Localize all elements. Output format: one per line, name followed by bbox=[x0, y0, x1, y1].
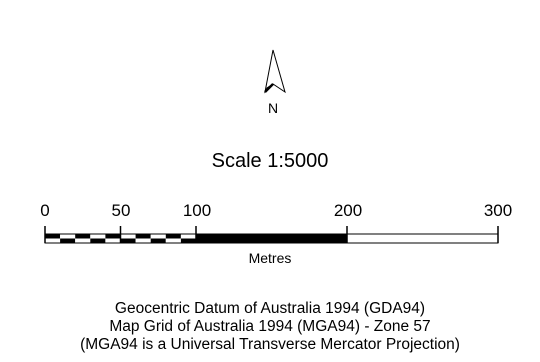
scale-units-label: Metres bbox=[248, 250, 292, 266]
scale-tick-label-200: 200 bbox=[333, 201, 363, 220]
scale-segment-top bbox=[105, 234, 121, 239]
scale-segment-bottom bbox=[105, 238, 121, 243]
datum-line-3: (MGA94 is a Universal Transverse Mercato… bbox=[80, 336, 460, 353]
scale-segment-bottom bbox=[165, 238, 181, 243]
scale-segment-bottom bbox=[120, 238, 136, 243]
scale-segment-top bbox=[135, 234, 151, 239]
scale-tick-label-300: 300 bbox=[483, 201, 513, 220]
scale-bar bbox=[44, 226, 499, 244]
scale-tick-label-0: 0 bbox=[40, 201, 50, 220]
datum-line-2: Map Grid of Australia 1994 (MGA94) - Zon… bbox=[109, 318, 431, 335]
scale-segment-top bbox=[180, 234, 196, 239]
scale-segment-solid bbox=[196, 234, 347, 243]
scale-title: Scale 1:5000 bbox=[211, 150, 329, 172]
north-label: N bbox=[268, 100, 279, 116]
scale-tick-label-50: 50 bbox=[111, 201, 131, 220]
north-arrow-icon bbox=[264, 49, 286, 94]
scale-segment-bottom bbox=[180, 238, 196, 243]
scale-segment-top bbox=[165, 234, 181, 239]
scale-segment-bottom bbox=[75, 238, 91, 243]
scale-segment-top bbox=[90, 234, 106, 239]
scale-segment-top bbox=[75, 234, 91, 239]
scale-segment-empty bbox=[347, 234, 498, 243]
scale-segment-bottom bbox=[150, 238, 166, 243]
scale-segment-bottom bbox=[135, 238, 151, 243]
scale-segment-top bbox=[120, 234, 136, 239]
scale-segment-bottom bbox=[60, 238, 76, 243]
scale-segment-bottom bbox=[45, 238, 61, 243]
scale-segment-top bbox=[45, 234, 61, 239]
datum-line-1: Geocentric Datum of Australia 1994 (GDA9… bbox=[114, 300, 426, 317]
scale-segment-top bbox=[60, 234, 76, 239]
scale-segment-bottom bbox=[90, 238, 106, 243]
scale-segment-top bbox=[150, 234, 166, 239]
scale-tick-label-100: 100 bbox=[182, 201, 212, 220]
